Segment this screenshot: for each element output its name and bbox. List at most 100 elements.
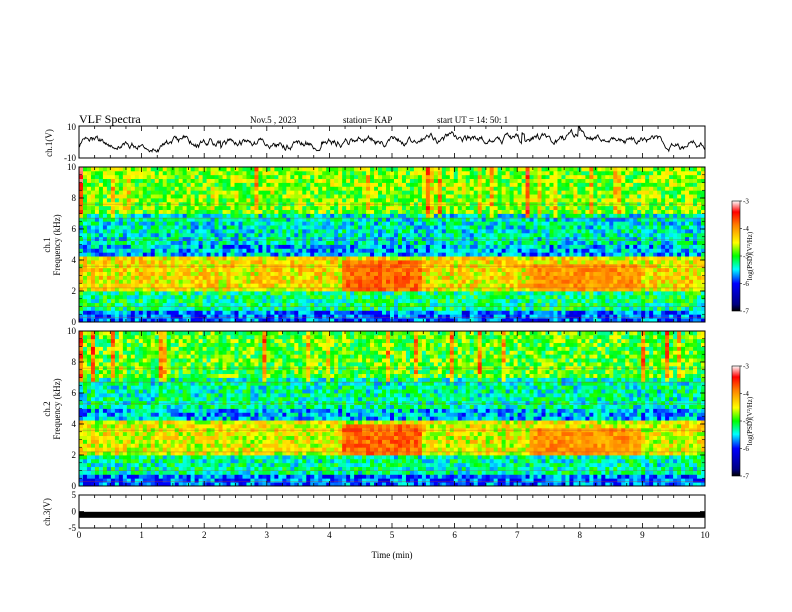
ch1-spectrogram-cell xyxy=(222,167,227,172)
ch1-spectrogram-cell xyxy=(429,310,435,315)
ch1-spectrogram-cell xyxy=(489,182,495,187)
ch1-spectrogram-cell xyxy=(278,244,283,249)
ch1-spectrogram-cell xyxy=(262,271,267,276)
ch1-spectrogram-cell xyxy=(429,198,435,203)
ch1-spectrogram-cell xyxy=(86,229,92,234)
ch1-spectrogram-cell xyxy=(354,217,359,222)
ch1-spectrogram-cell xyxy=(270,279,275,284)
ch1-spectrogram-cell xyxy=(134,240,140,245)
ch1-spectrogram-cell xyxy=(138,190,144,195)
ch1-spectrogram-cell xyxy=(433,240,439,245)
ch1-spectrogram-cell xyxy=(346,178,351,183)
ch1-spectrogram-cell xyxy=(366,178,371,183)
ch1-spectrogram-cell xyxy=(158,194,164,199)
ch1-spectrogram-cell xyxy=(130,314,136,319)
ch1-spectrogram-cell xyxy=(154,302,160,307)
ch1-spectrogram-cell xyxy=(150,310,156,315)
ch1-spectrogram-cell xyxy=(457,221,463,226)
ch1-spectrogram-cell xyxy=(330,240,335,245)
ch1-spectrogram-cell xyxy=(517,225,522,230)
ch1-spectrogram-cell xyxy=(262,248,267,253)
ch1-spectrogram-cell xyxy=(477,178,483,183)
ch1-spectrogram-cell xyxy=(413,178,419,183)
ch1-spectrogram-cell xyxy=(178,194,184,199)
ch1-spectrogram-cell xyxy=(98,178,104,183)
ch1-spectrogram-cell xyxy=(453,306,459,311)
ch1-spectrogram-cell xyxy=(102,240,108,245)
ch1-spectrogram-cell xyxy=(94,267,100,273)
ch1-spectrogram-cell xyxy=(497,229,503,234)
ch1-spectrogram-cell xyxy=(314,170,319,176)
ch1-spectrogram-cell xyxy=(441,225,447,230)
ch1-spectrogram-cell xyxy=(274,279,279,284)
ch1-spectrogram-cell xyxy=(382,209,387,214)
ch1-spectrogram-cell xyxy=(525,279,530,284)
ch1-spectrogram-cell xyxy=(545,302,550,307)
ch1-spectrogram-cell xyxy=(445,260,451,265)
ch1-spectrogram-cell xyxy=(102,252,108,257)
ch1-spectrogram-cell xyxy=(238,294,243,300)
ch1-spectrogram-cell xyxy=(90,310,96,315)
ch1-spectrogram-cell xyxy=(82,252,88,257)
ch1-spectrogram-cell xyxy=(477,306,483,311)
ch1-spectrogram-cell xyxy=(202,198,207,203)
ch1-spectrogram-cell xyxy=(182,170,188,176)
ch1-spectrogram-cell xyxy=(362,275,367,280)
ch1-spectrogram-cell xyxy=(294,256,299,261)
ch1-spectrogram-cell xyxy=(322,229,327,234)
ch1-spectrogram-cell xyxy=(533,310,538,315)
ch1-spectrogram-cell xyxy=(210,229,215,234)
ch1-spectrogram-cell xyxy=(413,275,419,280)
ch1-spectrogram-cell xyxy=(318,294,323,300)
ch1-spectrogram-cell xyxy=(94,248,100,253)
ch1-spectrogram-cell xyxy=(234,229,239,234)
ch1-spectrogram-cell xyxy=(174,298,180,304)
ch1-spectrogram-cell xyxy=(457,205,463,211)
ch1-spectrogram-cell xyxy=(362,291,367,296)
ch1-spectrogram-cell xyxy=(509,232,515,238)
ch1-spectrogram-cell xyxy=(445,217,451,222)
ch1-spectrogram-cell xyxy=(262,244,267,249)
ch1-spectrogram-cell xyxy=(549,198,554,203)
ch1-spectrogram-cell xyxy=(358,267,363,273)
ch1-spectrogram-cell xyxy=(382,213,387,218)
ch1-spectrogram-cell xyxy=(258,252,263,257)
ch1-spectrogram-cell xyxy=(509,302,515,307)
ch1-spectrogram-cell xyxy=(489,170,495,176)
ch1-spectrogram-cell xyxy=(390,225,395,230)
ch1-spectrogram-cell xyxy=(334,225,339,230)
ch1-spectrogram-cell xyxy=(505,244,511,249)
ch1-spectrogram-cell xyxy=(358,232,363,238)
ch1-spectrogram-cell xyxy=(561,236,566,242)
ch1-spectrogram-cell xyxy=(509,275,515,280)
ch1-spectrogram-cell xyxy=(254,213,259,218)
ch1-spectrogram-cell xyxy=(210,271,215,276)
ch1-spectrogram-cell xyxy=(390,236,395,242)
ch1-spectrogram-cell xyxy=(549,248,554,253)
ch1-spectrogram-cell xyxy=(198,302,204,307)
ch1-spectrogram-cell xyxy=(310,306,315,311)
ch1-spectrogram-cell xyxy=(214,170,219,176)
ch1-spectrogram-cell xyxy=(178,306,184,311)
ch1-spectrogram-cell xyxy=(166,178,172,183)
ch1-spectrogram-cell xyxy=(350,260,355,265)
ch1-spectrogram-cell xyxy=(278,232,283,238)
ch1-spectrogram-cell xyxy=(190,221,196,226)
ch1-spectrogram-cell xyxy=(382,291,387,296)
ch1-spectrogram-cell xyxy=(533,248,538,253)
ch1-spectrogram-cell xyxy=(94,260,100,265)
ch1-spectrogram-cell xyxy=(150,170,156,176)
ch1-spectrogram-cell xyxy=(513,256,518,261)
ch1-spectrogram-cell xyxy=(565,221,570,226)
ch1-spectrogram-cell xyxy=(166,225,172,230)
ch1-spectrogram-cell xyxy=(409,232,415,238)
ch1-spectrogram-cell xyxy=(409,221,415,226)
ch1-spectrogram-cell xyxy=(334,294,339,300)
ch1-spectrogram-cell xyxy=(286,318,291,323)
ch1-spectrogram-cell xyxy=(322,225,327,230)
ch1-spectrogram-cell xyxy=(194,178,200,183)
ch1-spectrogram-cell xyxy=(206,256,211,261)
ch1-spectrogram-cell xyxy=(549,298,554,304)
ch1-spectrogram-cell xyxy=(386,186,391,191)
ch1-spectrogram-cell xyxy=(214,229,219,234)
